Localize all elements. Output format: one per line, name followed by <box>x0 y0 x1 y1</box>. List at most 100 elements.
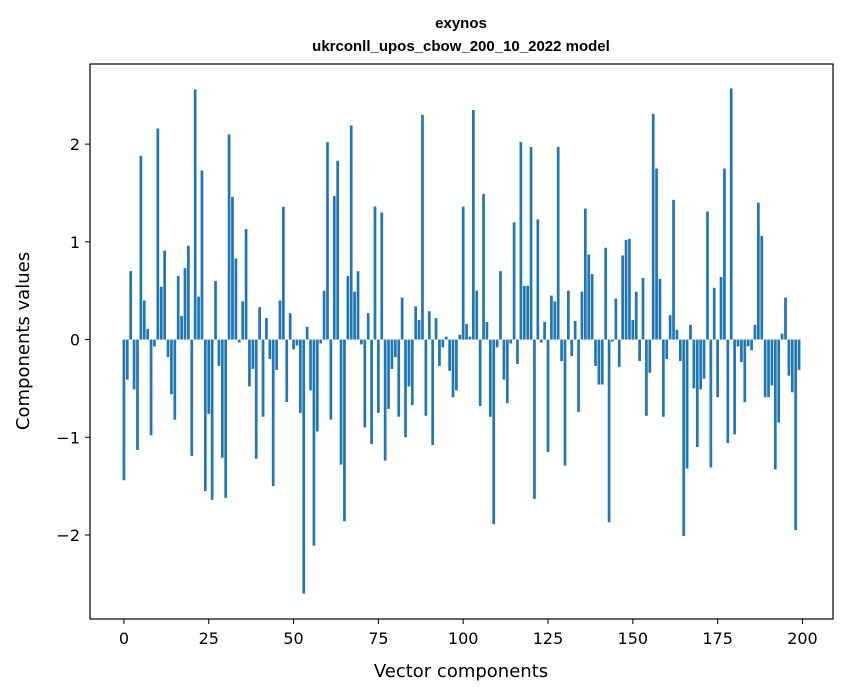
bar <box>583 208 587 340</box>
bar <box>675 329 679 340</box>
bar <box>343 339 346 522</box>
bar <box>482 193 485 340</box>
plot-frame <box>89 63 834 620</box>
bar <box>129 271 133 340</box>
bar <box>516 339 519 364</box>
bar <box>387 339 390 409</box>
bar <box>261 339 265 417</box>
bar <box>475 290 479 340</box>
bar <box>438 339 441 366</box>
bar <box>193 89 197 340</box>
bar <box>556 147 560 340</box>
bar <box>217 339 221 366</box>
bar <box>305 326 309 340</box>
bar <box>760 235 764 340</box>
bar <box>617 339 621 367</box>
bar <box>210 339 214 500</box>
bar <box>790 339 794 393</box>
bar <box>628 238 631 340</box>
bar <box>292 339 295 350</box>
bar <box>607 339 611 523</box>
bar <box>156 128 160 340</box>
x-tick-label: 100 <box>448 629 479 648</box>
bar <box>546 339 550 452</box>
bar <box>716 339 719 398</box>
bar <box>719 277 723 340</box>
bar <box>390 339 394 369</box>
bar <box>298 339 302 413</box>
bar <box>655 168 658 340</box>
x-tick-label: 25 <box>199 629 219 648</box>
bar <box>712 287 716 340</box>
bar <box>254 339 258 459</box>
bar <box>763 339 767 398</box>
bar <box>594 339 597 366</box>
bar <box>563 339 567 466</box>
bar <box>224 339 228 498</box>
bar <box>692 339 696 389</box>
x-tick-label: 0 <box>119 629 129 648</box>
bar <box>434 318 438 340</box>
bar <box>380 212 384 340</box>
bar <box>139 155 143 340</box>
bar <box>251 339 255 369</box>
bar <box>461 206 465 340</box>
bar <box>370 339 373 445</box>
bar <box>665 339 669 360</box>
bar <box>244 229 248 340</box>
bar <box>522 285 526 340</box>
bar <box>638 339 641 362</box>
bar <box>746 339 750 347</box>
bar <box>740 339 743 363</box>
bar <box>234 258 238 340</box>
bar <box>410 339 414 406</box>
bar <box>149 339 153 436</box>
bar <box>393 339 397 358</box>
bar <box>451 339 455 398</box>
bar <box>176 276 180 340</box>
chart-title-line2: ukrconll_upos_cbow_200_10_2022 model <box>312 38 610 55</box>
bar <box>237 339 241 343</box>
x-axis-ticks: 0 25 50 75 100 125 150 175 200 <box>119 619 818 648</box>
bar <box>356 271 360 340</box>
y-axis-ticks: −2 −1 0 1 2 <box>56 135 90 545</box>
x-axis-label: Vector components <box>374 661 548 682</box>
bar <box>624 239 628 340</box>
bar <box>553 301 557 340</box>
bar <box>431 339 435 446</box>
bar <box>706 211 709 340</box>
bar <box>604 247 608 340</box>
bar <box>363 339 367 428</box>
bar <box>187 245 190 340</box>
bar <box>309 339 312 391</box>
bar <box>536 219 540 340</box>
bar <box>285 339 289 403</box>
bar <box>587 254 591 340</box>
bar <box>315 339 319 432</box>
bar <box>258 307 261 340</box>
bar <box>726 339 730 444</box>
bar <box>465 323 468 340</box>
bar <box>668 315 672 340</box>
bar <box>509 339 513 344</box>
bar <box>597 339 601 385</box>
bar <box>417 320 421 340</box>
bar <box>312 339 316 546</box>
bar <box>505 339 509 404</box>
bar <box>567 290 570 340</box>
bar <box>780 333 784 340</box>
bar <box>767 339 770 398</box>
bar <box>512 222 516 340</box>
bar <box>329 339 333 420</box>
bar <box>794 339 798 531</box>
bar <box>678 339 682 362</box>
bar <box>122 339 126 481</box>
bar <box>407 339 411 387</box>
bar <box>736 339 740 347</box>
bar <box>682 339 686 536</box>
bar <box>651 113 655 340</box>
bar <box>634 291 638 340</box>
bar <box>777 339 781 423</box>
y-tick-label: 0 <box>70 331 80 350</box>
bar <box>689 324 692 340</box>
